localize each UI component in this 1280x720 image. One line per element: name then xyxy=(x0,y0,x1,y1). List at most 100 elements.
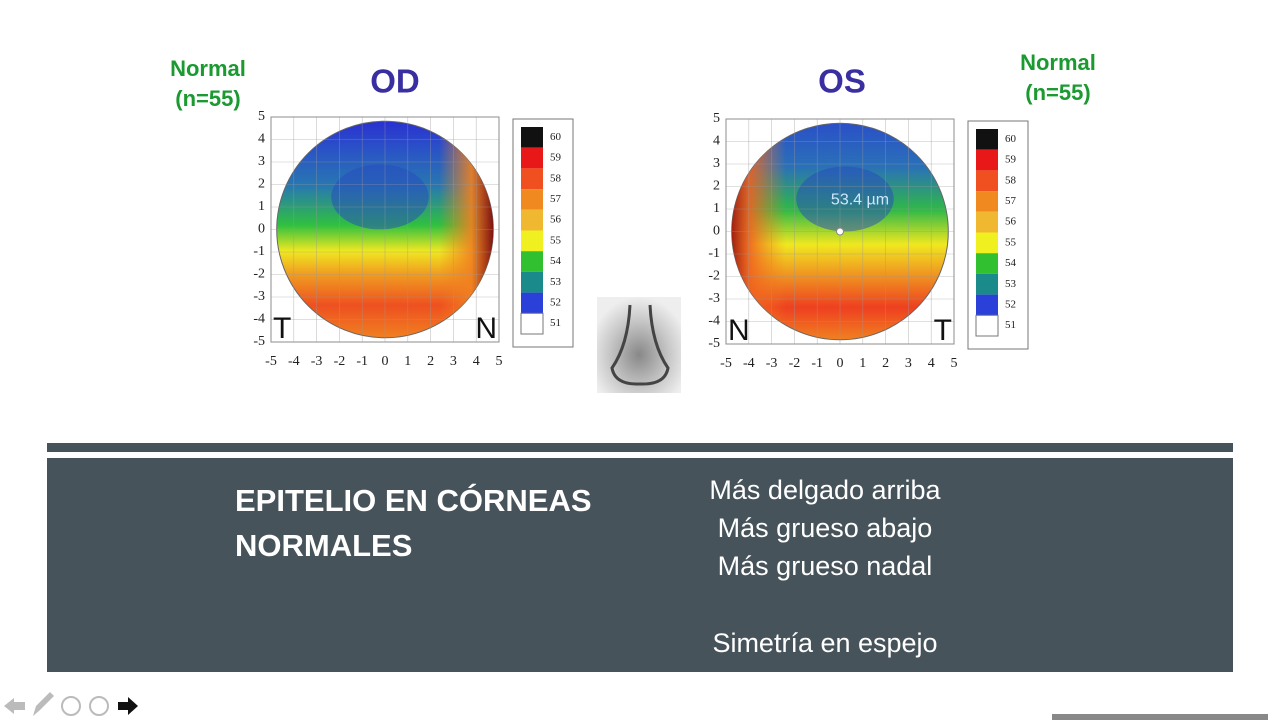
color-swatch xyxy=(521,230,543,252)
scale-label: 52 xyxy=(1005,298,1016,310)
scale-label: 55 xyxy=(1005,236,1017,248)
color-swatch xyxy=(976,129,998,150)
y-tick-label: 0 xyxy=(713,224,720,239)
annotation: 53.4 µm xyxy=(831,192,889,209)
scale-label: 60 xyxy=(1005,133,1017,145)
color-swatch xyxy=(521,271,543,293)
more-button[interactable] xyxy=(89,696,109,716)
x-tick-label: -1 xyxy=(811,356,823,371)
color-swatch xyxy=(976,294,998,316)
thin-zone xyxy=(331,164,429,230)
y-tick-label: -5 xyxy=(253,334,265,349)
pen-button[interactable] xyxy=(33,692,54,716)
x-tick-label: 0 xyxy=(382,354,389,369)
text-panel xyxy=(47,458,1233,672)
color-swatch xyxy=(975,314,999,337)
map-title: OD xyxy=(370,63,420,100)
scale-label: 60 xyxy=(550,131,562,143)
corner-label: T xyxy=(934,314,952,347)
panel-line: Simetría en espejo xyxy=(712,628,937,658)
scale-label: 58 xyxy=(1005,174,1017,186)
panel-line: Más grueso nadal xyxy=(718,551,933,581)
scale-label: 53 xyxy=(550,276,562,288)
x-tick-label: -5 xyxy=(265,354,277,369)
y-tick-label: 5 xyxy=(713,111,720,126)
x-tick-label: -3 xyxy=(766,356,778,371)
corner-label: N xyxy=(728,314,750,347)
y-tick-label: 0 xyxy=(258,222,265,237)
y-tick-label: -4 xyxy=(708,314,720,329)
group-label: Normal xyxy=(170,56,246,81)
panel-title: NORMALES xyxy=(235,528,412,563)
y-tick-label: 5 xyxy=(258,109,265,124)
y-tick-label: -3 xyxy=(253,289,265,304)
x-tick-label: 4 xyxy=(473,354,480,369)
color-swatch xyxy=(976,191,998,212)
x-tick-label: -4 xyxy=(743,356,755,371)
y-tick-label: 1 xyxy=(713,201,720,216)
x-tick-label: -2 xyxy=(334,354,346,369)
y-tick-label: 4 xyxy=(713,134,720,149)
group-size: (n=55) xyxy=(1025,80,1090,105)
y-tick-label: -1 xyxy=(708,246,720,261)
color-swatch xyxy=(976,149,998,171)
y-tick-label: 3 xyxy=(713,156,720,171)
color-swatch xyxy=(976,253,998,274)
panel-line: Más delgado arriba xyxy=(709,475,941,505)
y-tick-label: 2 xyxy=(713,179,720,194)
x-tick-label: 1 xyxy=(859,356,866,371)
x-tick-label: 3 xyxy=(905,356,912,371)
scale-label: 56 xyxy=(1005,216,1017,228)
color-swatch xyxy=(521,292,543,314)
color-swatch xyxy=(521,127,543,148)
y-tick-label: 4 xyxy=(258,132,265,147)
x-tick-label: -5 xyxy=(720,356,732,371)
y-tick-label: 1 xyxy=(258,199,265,214)
scale-label: 52 xyxy=(550,296,561,308)
x-tick-label: -4 xyxy=(288,354,300,369)
y-tick-label: -2 xyxy=(708,269,720,284)
y-tick-label: -4 xyxy=(253,312,265,327)
scale-label: 57 xyxy=(1005,195,1017,207)
scale-label: 51 xyxy=(550,317,561,329)
prev-button[interactable] xyxy=(4,698,25,714)
y-tick-label: -2 xyxy=(253,267,265,282)
y-tick-label: 2 xyxy=(258,177,265,192)
scale-label: 56 xyxy=(550,214,562,226)
color-swatch xyxy=(976,170,998,192)
slides-button[interactable] xyxy=(61,696,81,716)
scale-label: 54 xyxy=(1005,257,1017,269)
color-swatch xyxy=(521,189,543,210)
map-title: OS xyxy=(818,63,866,100)
corner-label: T xyxy=(273,312,291,345)
panel-line: Más grueso abajo xyxy=(718,513,933,543)
center-dot xyxy=(836,227,844,236)
x-tick-label: -2 xyxy=(789,356,801,371)
x-tick-label: 2 xyxy=(882,356,889,371)
color-swatch xyxy=(976,211,998,233)
x-tick-label: 1 xyxy=(404,354,411,369)
x-tick-label: 5 xyxy=(951,356,958,371)
thin-zone xyxy=(796,166,894,232)
scale-label: 55 xyxy=(550,234,562,246)
y-tick-label: -1 xyxy=(253,244,265,259)
x-tick-label: -1 xyxy=(356,354,368,369)
color-swatch xyxy=(521,168,543,190)
nose-outline xyxy=(610,304,670,386)
y-tick-label: -5 xyxy=(708,336,720,351)
next-button[interactable] xyxy=(118,697,138,715)
x-tick-label: 2 xyxy=(427,354,434,369)
scale-label: 53 xyxy=(1005,278,1017,290)
y-tick-label: 3 xyxy=(258,154,265,169)
x-tick-label: 5 xyxy=(496,354,503,369)
x-tick-label: -3 xyxy=(311,354,323,369)
color-swatch xyxy=(521,147,543,169)
scale-label: 59 xyxy=(550,152,562,164)
color-swatch xyxy=(520,312,544,335)
color-swatch xyxy=(521,209,543,231)
x-tick-label: 3 xyxy=(450,354,457,369)
corner-label: N xyxy=(475,312,497,345)
color-swatch xyxy=(976,273,998,295)
group-size: (n=55) xyxy=(175,86,240,111)
